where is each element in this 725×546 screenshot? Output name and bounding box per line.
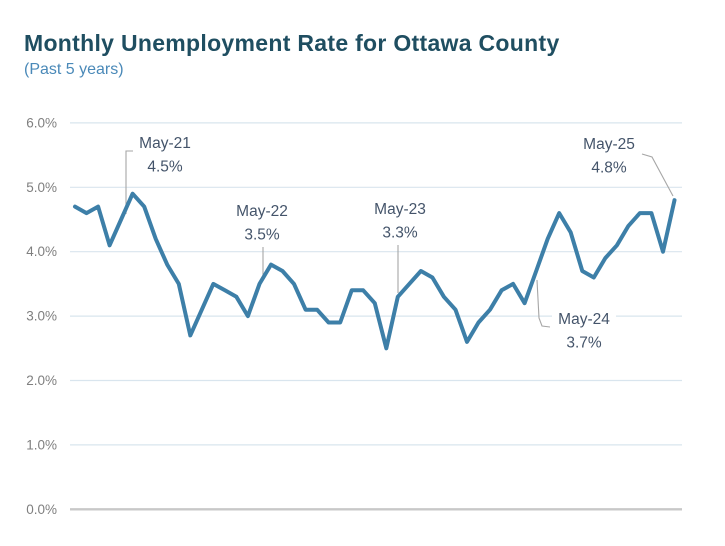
annotation-value-label: 4.8%	[591, 160, 627, 177]
chart-title: Monthly Unemployment Rate for Ottawa Cou…	[24, 30, 560, 56]
annotation-label-bg	[552, 310, 616, 353]
annotation-value-label: 3.5%	[244, 227, 280, 244]
chart-subtitle: (Past 5 years)	[24, 61, 124, 78]
annotation-value-label: 4.5%	[147, 159, 183, 176]
annotation-month-label: May-24	[558, 311, 610, 328]
y-tick-label: 5.0%	[26, 180, 57, 195]
y-tick-label: 6.0%	[26, 115, 57, 130]
annotation-leader-line	[536, 279, 551, 328]
y-tick-label: 2.0%	[26, 373, 57, 388]
annotation-label-bg	[368, 200, 432, 243]
annotation-month-label: May-21	[139, 135, 191, 152]
annotation-value-label: 3.3%	[382, 225, 418, 242]
annotation-leader-line	[641, 153, 674, 197]
annotation-label-bg	[577, 135, 641, 178]
y-tick-label: 0.0%	[26, 502, 57, 517]
y-tick-label: 4.0%	[26, 244, 57, 259]
annotation-value-label: 3.7%	[566, 335, 602, 352]
unemployment-rate-line	[73, 191, 677, 351]
y-tick-label: 1.0%	[26, 437, 57, 452]
annotation-month-label: May-22	[236, 203, 288, 220]
annotation-leader-line	[125, 150, 133, 214]
annotation-month-label: May-23	[374, 201, 426, 218]
annotation-label-bg	[133, 134, 197, 177]
annotation-month-label: May-25	[583, 136, 635, 153]
y-tick-label: 3.0%	[26, 309, 57, 324]
annotation-label-bg	[230, 202, 294, 245]
